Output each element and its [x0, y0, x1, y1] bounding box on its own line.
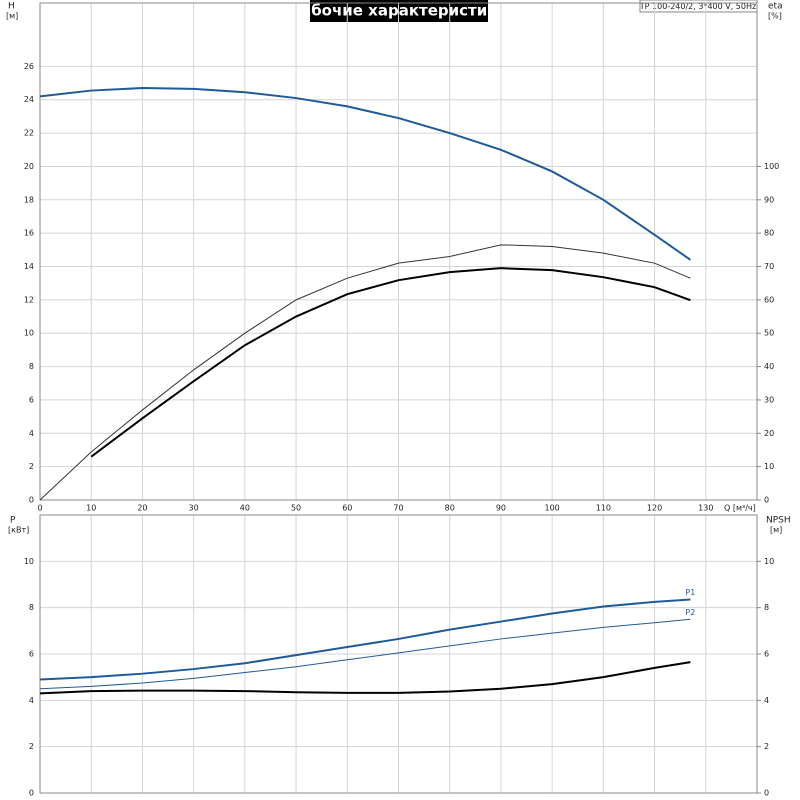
y-tick-label: 12	[24, 295, 34, 304]
y2-axis-label: eta	[768, 2, 783, 12]
y2-tick-label: 4	[764, 696, 769, 705]
series-line	[39, 618, 691, 690]
x-tick-label: 20	[137, 504, 147, 513]
x-tick-label: 40	[240, 504, 250, 513]
series-label: P2	[685, 608, 695, 617]
y2-tick-label: 2	[764, 742, 769, 751]
y-axis-unit: [кВт]	[8, 526, 29, 535]
model-label: TP 100-240/2, 3*400 V, 50Hz	[639, 2, 756, 11]
y-tick-label: 4	[29, 429, 34, 438]
x-tick-label: 130	[698, 504, 713, 513]
y2-tick-label: 20	[764, 429, 774, 438]
x-tick-label: 0	[37, 504, 42, 513]
y2-tick-label: 0	[764, 496, 769, 505]
series-line	[39, 244, 691, 501]
y2-axis-unit: [м]	[770, 526, 782, 535]
y-tick-label: 4	[29, 696, 34, 705]
y-tick-label: 6	[29, 650, 34, 659]
series-line	[90, 267, 691, 458]
x-tick-label: 10	[86, 504, 96, 513]
y2-tick-label: 100	[764, 162, 779, 171]
series-line	[39, 598, 691, 681]
series-label: P1	[685, 588, 695, 597]
x-tick-label: 120	[647, 504, 662, 513]
x-axis-label: Q [м³/ч]	[724, 504, 756, 513]
y-tick-label: 8	[29, 362, 34, 371]
x-tick-label: 70	[393, 504, 403, 513]
y-tick-label: 0	[29, 496, 34, 505]
y2-tick-label: 80	[764, 229, 774, 238]
x-tick-label: 30	[189, 504, 199, 513]
y-tick-label: 18	[24, 195, 34, 204]
y-tick-label: 2	[29, 742, 34, 751]
y2-tick-label: 90	[764, 195, 774, 204]
y-tick-label: 0	[29, 789, 34, 798]
x-tick-label: 60	[342, 504, 352, 513]
y2-tick-label: 70	[764, 262, 774, 271]
y-tick-label: 14	[24, 262, 34, 271]
x-tick-label: 100	[545, 504, 560, 513]
x-tick-label: 80	[445, 504, 455, 513]
y2-tick-label: 50	[764, 329, 774, 338]
y2-axis-unit: [%]	[768, 12, 782, 21]
y2-tick-label: 8	[764, 603, 769, 612]
y-tick-label: 24	[24, 95, 34, 104]
y-tick-label: 6	[29, 395, 34, 404]
y-axis-unit: [м]	[6, 12, 18, 21]
x-tick-label: 90	[496, 504, 506, 513]
y2-tick-label: 6	[764, 650, 769, 659]
x-tick-label: 50	[291, 504, 301, 513]
y-axis-label: P	[10, 516, 16, 526]
x-tick-label: 110	[596, 504, 611, 513]
y2-tick-label: 0	[764, 789, 769, 798]
y2-tick-label: 30	[764, 395, 774, 404]
series-line	[39, 661, 691, 695]
y2-tick-label: 60	[764, 295, 774, 304]
y2-axis-label: NPSH	[766, 516, 791, 526]
y2-tick-label: 10	[764, 462, 774, 471]
y-tick-label: 10	[24, 329, 34, 338]
y-tick-label: 20	[24, 162, 34, 171]
y-tick-label: 2	[29, 462, 34, 471]
series-line	[39, 87, 691, 261]
y-tick-label: 8	[29, 603, 34, 612]
y-tick-label: 26	[24, 62, 34, 71]
y-tick-label: 22	[24, 129, 34, 138]
y2-tick-label: 10	[764, 557, 774, 566]
plot-frame	[39, 2, 758, 501]
y2-tick-label: 40	[764, 362, 774, 371]
y-tick-label: 16	[24, 229, 34, 238]
y-tick-label: 10	[24, 557, 34, 566]
y-axis-label: H	[8, 2, 15, 12]
